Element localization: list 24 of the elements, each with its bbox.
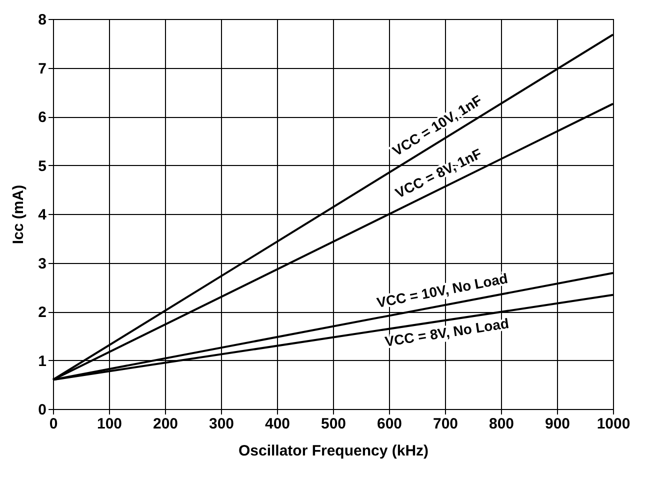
text: VCC = 8V, No Load: [384, 314, 510, 350]
y-tick-label: 2: [38, 304, 46, 321]
x-tick-label: 400: [264, 416, 290, 432]
x-tick-label: 300: [208, 416, 234, 432]
y-tick-label: 7: [38, 60, 46, 78]
y-tick-label: 6: [38, 109, 46, 126]
y-tick-label: 1: [38, 352, 46, 370]
x-tick-label: 100: [96, 416, 122, 432]
x-tick-label: 1000: [596, 416, 630, 432]
text: VCC = 10V, No Load: [375, 270, 509, 311]
x-tick-label: 800: [488, 416, 514, 432]
y-tick-label: 3: [38, 255, 46, 272]
y-tick-label: 5: [38, 158, 46, 175]
y-axis-title: Icc (mA): [10, 184, 28, 244]
x-tick-label: 200: [152, 416, 178, 432]
x-tick-label: 900: [544, 416, 570, 432]
x-tick-label: 500: [320, 416, 346, 432]
x-tick-label: 700: [432, 416, 458, 432]
y-tick-label: 0: [38, 402, 46, 418]
x-axis-title: Oscillator Frequency (kHz): [238, 442, 429, 460]
x-tick-label: 600: [376, 416, 402, 432]
x-tick-label: 0: [49, 416, 58, 432]
y-tick-label: 4: [38, 206, 48, 224]
y-tick-label: 8: [38, 12, 46, 28]
